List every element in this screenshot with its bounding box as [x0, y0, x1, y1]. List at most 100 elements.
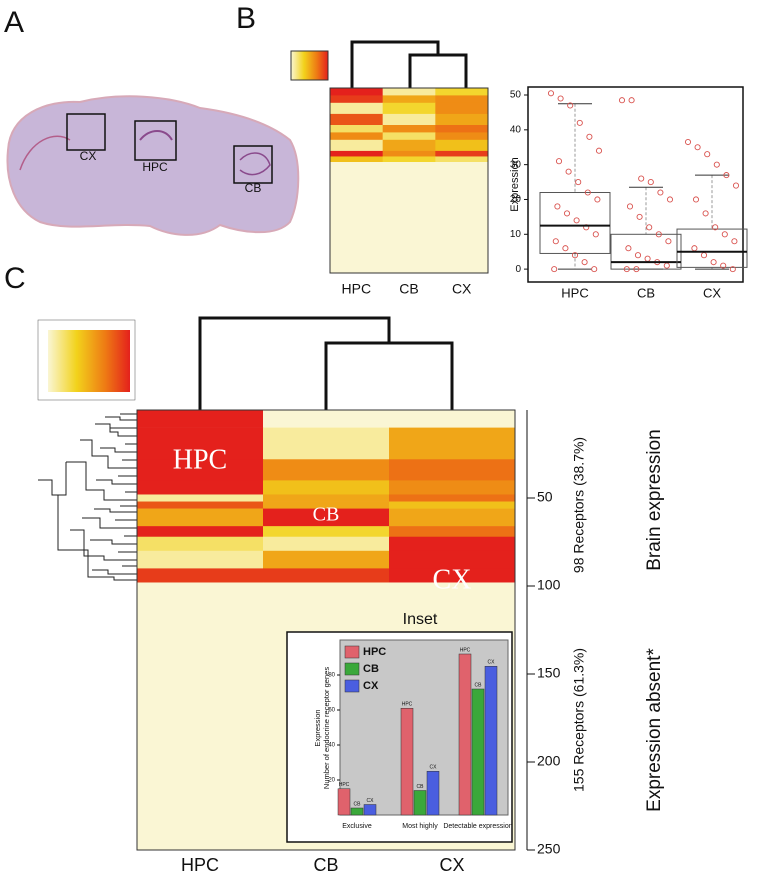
heat-cell: [263, 427, 390, 460]
point: [700, 252, 708, 259]
x-tick-label: Detectable expression: [443, 823, 512, 830]
heat-cell: [389, 410, 516, 428]
heatmap-frame: [329, 87, 489, 274]
point: [563, 210, 571, 217]
point: [576, 119, 583, 126]
point: [663, 262, 670, 269]
point: [723, 172, 730, 179]
bar: [471, 688, 485, 816]
heat-cell: [435, 150, 489, 157]
heat-cell: [382, 102, 436, 115]
y-axis-title: Number of endocrine receptor genes: [322, 667, 331, 789]
point: [732, 182, 740, 189]
point: [567, 102, 574, 109]
heat-cell: [382, 125, 436, 133]
y-tick-label: 20: [510, 194, 522, 205]
heat-cell: [382, 113, 436, 126]
y-tick-label: 150: [537, 665, 561, 681]
heat-cell: [330, 125, 384, 133]
box: [676, 228, 748, 268]
heat-cell: [389, 526, 516, 538]
heat-cell: [263, 501, 390, 509]
heat-cell: [382, 95, 436, 104]
heat-cell: [330, 156, 384, 163]
point: [666, 196, 674, 203]
legend-label: CX: [363, 680, 379, 692]
heat-cell: [435, 125, 489, 133]
x-tick-label: CB: [399, 281, 418, 297]
point: [575, 179, 582, 186]
y-tick-label: 250: [537, 841, 561, 857]
point: [626, 203, 634, 210]
point: [713, 161, 720, 168]
y-tick-label: 40: [510, 124, 522, 135]
y-tick-label: 0: [515, 264, 521, 275]
heat-cell: [263, 568, 390, 583]
dendrogram: [350, 40, 468, 88]
point: [657, 189, 664, 196]
bar: [426, 771, 440, 816]
x-tick-label: Exclusive: [342, 823, 372, 830]
y-tick-label: 40: [328, 743, 335, 749]
panel-label: B: [236, 2, 256, 35]
point: [547, 90, 555, 97]
bar: [484, 666, 498, 816]
point: [684, 138, 692, 146]
brain-section: [6, 95, 300, 236]
y-tick-label: 30: [510, 159, 522, 170]
bar-label: CX: [367, 798, 375, 804]
legend-label: HPC: [363, 646, 386, 658]
point: [628, 97, 635, 104]
bar-label: CX: [488, 660, 496, 666]
heat-cell: [435, 102, 489, 115]
point: [581, 259, 588, 266]
heat-cell: [382, 139, 436, 152]
inset-title: Inset: [403, 611, 438, 628]
box: [539, 192, 611, 254]
heat-cell: [137, 550, 264, 569]
bar-label: CX: [430, 765, 438, 771]
cell-label: HPC: [173, 444, 227, 475]
x-tick-label: CX: [703, 285, 721, 300]
heat-cell: [263, 410, 390, 428]
y-tick-label: 20: [328, 778, 335, 784]
heat-cell: [389, 494, 516, 502]
color-key: [48, 330, 130, 392]
heat-cell: [330, 139, 384, 152]
heat-cell: [435, 88, 489, 96]
heat-cell: [137, 568, 264, 583]
point: [692, 196, 700, 203]
point: [655, 231, 662, 238]
heat-cell: [330, 88, 384, 96]
point: [633, 266, 640, 273]
bar: [363, 804, 377, 816]
heat-cell: [330, 113, 384, 126]
annotation: Expression absent*: [644, 648, 665, 812]
bar: [458, 653, 472, 816]
heat-cell: [435, 113, 489, 126]
heat-cell: [137, 526, 264, 538]
point: [552, 238, 559, 245]
point: [704, 151, 711, 158]
bar: [337, 788, 351, 816]
point: [592, 231, 599, 238]
point: [591, 266, 598, 273]
x-tick-label: HPC: [181, 855, 219, 875]
heat-cell: [330, 162, 384, 274]
heat-cell: [435, 139, 489, 152]
x-tick-label: HPC: [342, 281, 372, 297]
point: [594, 196, 601, 203]
bar-label: HPC: [460, 647, 471, 653]
x-tick-label: CX: [452, 281, 472, 297]
heat-cell: [137, 501, 264, 509]
panel-label: C: [4, 262, 26, 295]
point: [646, 224, 653, 231]
heat-cell: [382, 88, 436, 96]
point: [595, 147, 603, 154]
x-tick-label: CB: [637, 285, 655, 300]
heat-cell: [137, 508, 264, 527]
point: [562, 245, 569, 252]
cell-label: CB: [313, 504, 340, 526]
heat-cell: [382, 132, 436, 141]
point: [731, 238, 738, 245]
